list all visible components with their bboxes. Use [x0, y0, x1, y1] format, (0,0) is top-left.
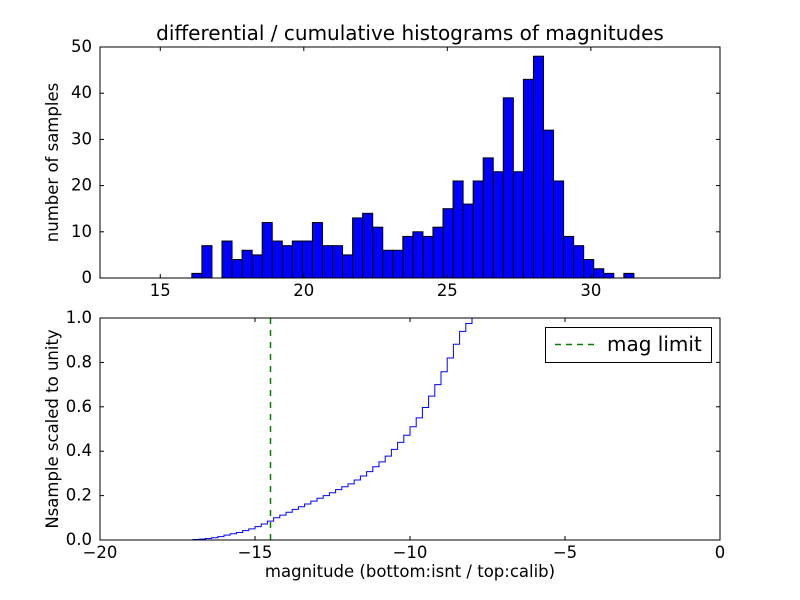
histogram-bar — [553, 180, 565, 279]
histogram-bar — [382, 249, 394, 279]
x-tick-label: −20 — [83, 543, 118, 562]
histogram-bar — [251, 254, 263, 279]
histogram-bar — [422, 235, 434, 279]
histogram-bar — [623, 272, 635, 279]
y-tick-label: 0 — [82, 268, 93, 287]
histogram-bar — [532, 55, 544, 279]
y-tick-label: 40 — [71, 83, 92, 102]
tick-marks — [100, 46, 720, 279]
histogram-bar — [452, 180, 464, 279]
bottom-ylabel: Nsample scaled to unity — [43, 329, 62, 529]
axes-frame — [99, 46, 721, 279]
histogram-bar — [502, 97, 514, 279]
histogram-bar — [522, 78, 534, 279]
cumulative-step-line — [192, 317, 479, 541]
histogram-bar — [563, 235, 575, 279]
legend-box — [545, 327, 712, 363]
legend — [545, 327, 712, 363]
histogram-bar — [492, 171, 504, 279]
histogram-bar — [321, 245, 334, 279]
top-ylabel: number of samples — [43, 83, 62, 242]
y-tick-label: 0.8 — [66, 352, 92, 371]
histogram-bar — [342, 254, 354, 279]
histogram-bar — [261, 222, 273, 279]
histogram-bar — [221, 240, 233, 279]
y-tick-label: 30 — [71, 129, 92, 148]
histogram-bar — [593, 268, 605, 279]
histogram-bar — [573, 245, 585, 279]
histogram-bar — [372, 226, 384, 279]
histogram-bar — [392, 249, 404, 279]
x-tick-label: 0 — [715, 543, 726, 562]
y-tick-label: 0.6 — [66, 397, 92, 416]
histogram-bar — [301, 240, 313, 279]
histogram-bar — [281, 245, 293, 279]
y-tick-label: 20 — [71, 176, 92, 195]
x-tick-label: −5 — [553, 543, 577, 562]
x-tick-label: 25 — [437, 281, 458, 300]
histogram-bar — [603, 272, 615, 279]
histogram-bar — [291, 240, 303, 279]
histogram-bar — [231, 259, 243, 279]
histogram-bar — [482, 157, 494, 279]
tick-marks — [99, 317, 721, 541]
legend-label: mag limit — [607, 332, 702, 356]
y-tick-label: 0.4 — [66, 441, 92, 460]
y-tick-label: 0.2 — [66, 486, 92, 505]
figure-title: differential / cumulative histograms of … — [156, 21, 664, 45]
y-tick-label: 0.0 — [66, 530, 92, 549]
x-tick-label: 30 — [580, 281, 601, 300]
y-tick-label: 1.0 — [66, 308, 92, 327]
histogram-bar — [352, 217, 364, 279]
x-tick-label: −10 — [393, 543, 428, 562]
histogram-bar — [412, 231, 424, 279]
histogram-bar — [241, 249, 253, 279]
histogram-bar — [201, 245, 213, 279]
y-tick-label: 10 — [71, 222, 92, 241]
histogram-bar — [311, 222, 323, 279]
histogram-bar — [583, 259, 595, 279]
histogram-bar — [432, 226, 444, 279]
tick-labels: −20 −15 −10 −5 0 0.0 0.2 0.4 0.6 0.8 1.0 — [66, 308, 726, 562]
top-axes: 15 20 25 30 0 10 20 30 40 50 — [71, 37, 721, 300]
histogram-bar — [512, 171, 524, 279]
y-tick-label: 50 — [71, 37, 92, 56]
bottom-xlabel: magnitude (bottom:isnt / top:calib) — [265, 562, 555, 581]
histogram-bar — [271, 240, 283, 279]
x-tick-label: 15 — [150, 281, 171, 300]
histogram-bar — [442, 208, 454, 279]
x-tick-label: 20 — [293, 281, 314, 300]
histogram-bar — [362, 212, 374, 279]
histogram-bar — [332, 245, 344, 279]
histogram-bar — [542, 129, 555, 279]
histogram-bar — [191, 272, 203, 279]
x-tick-label: −15 — [238, 543, 273, 562]
tick-labels: 15 20 25 30 0 10 20 30 40 50 — [71, 37, 601, 300]
histogram-bar — [462, 203, 474, 279]
histogram-bar — [472, 180, 484, 279]
histogram-bar — [402, 235, 414, 279]
